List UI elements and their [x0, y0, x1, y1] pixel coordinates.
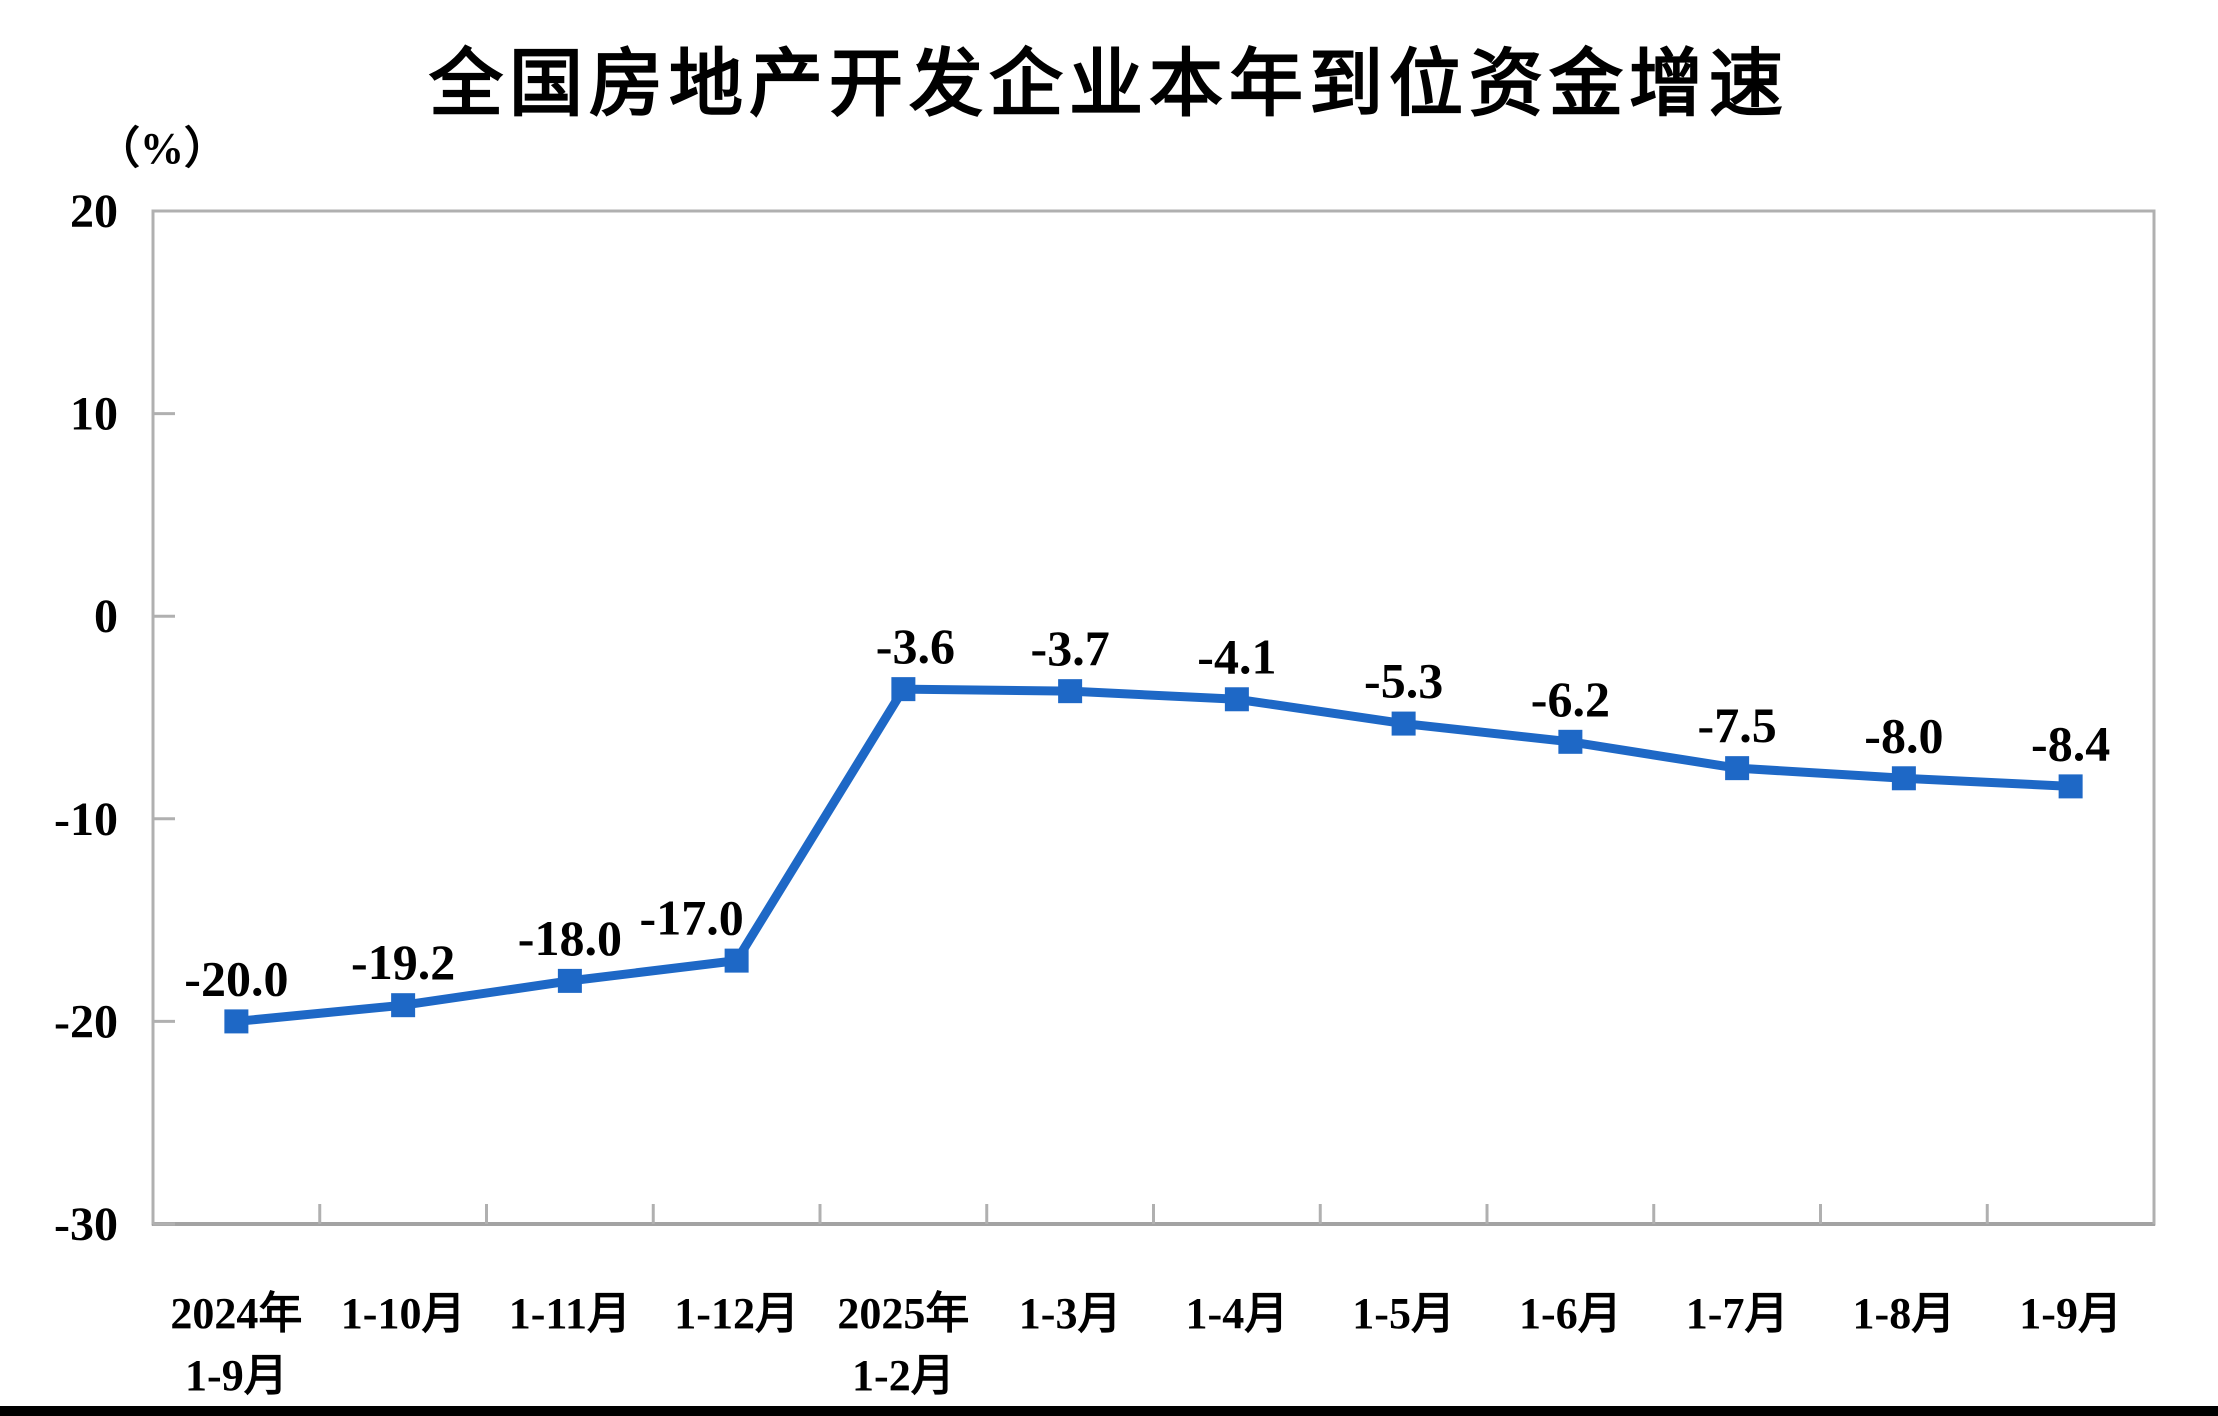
x-tick-label: 1-8月 [1853, 1289, 1956, 1338]
y-tick-label: 10 [70, 388, 118, 441]
data-point-label: -3.6 [876, 618, 955, 674]
x-tick-label: 1-2月 [852, 1351, 955, 1400]
data-point-label: -4.1 [1197, 628, 1276, 684]
y-tick-label: -20 [54, 995, 118, 1048]
y-tick-label: 0 [94, 590, 118, 643]
y-tick-label: 20 [70, 185, 118, 238]
data-point-marker [391, 993, 416, 1018]
data-point-marker [891, 677, 916, 702]
x-tick-label: 1-9月 [2019, 1289, 2122, 1338]
data-point-marker [224, 1009, 249, 1034]
x-tick-label: 1-6月 [1519, 1289, 1622, 1338]
x-tick-label: 2024年 [170, 1289, 302, 1338]
data-point-label: -3.7 [1031, 620, 1110, 676]
chart-title: 全国房地产开发企业本年到位资金增速 [429, 42, 1789, 125]
data-point-label: -17.0 [640, 890, 744, 946]
data-point-marker [1891, 766, 1916, 791]
x-tick-label: 1-7月 [1686, 1289, 1789, 1338]
data-line-series [235, 684, 2071, 1026]
data-point-label: -8.4 [2031, 715, 2110, 771]
data-point-label: -19.2 [351, 934, 455, 990]
x-tick-label: 1-11月 [509, 1289, 631, 1338]
bottom-black-bar [0, 1406, 2218, 1416]
data-point-label: -8.0 [1864, 707, 1943, 763]
x-tick-label: 1-9月 [185, 1351, 288, 1400]
data-point-label: -20.0 [184, 950, 288, 1006]
data-point-marker [1725, 756, 1750, 781]
y-axis-unit-label: （%） [96, 124, 228, 173]
data-point-label: -5.3 [1364, 653, 1443, 709]
data-point-marker [2058, 774, 2083, 799]
data-point-label: -6.2 [1531, 671, 1610, 727]
data-point-marker [1391, 711, 1416, 736]
data-point-label: -18.0 [518, 910, 622, 966]
plot-area-border [151, 209, 2156, 1226]
y-tick-label: -30 [54, 1198, 118, 1251]
x-tick-label: 1-10月 [341, 1289, 466, 1338]
data-point-label: -7.5 [1698, 697, 1777, 753]
x-tick-label: 2025年 [837, 1289, 969, 1338]
x-tick-label: 1-4月 [1186, 1289, 1289, 1338]
data-point-marker [1224, 687, 1249, 712]
x-tick-label: 1-5月 [1352, 1289, 1455, 1338]
data-point-marker [1058, 679, 1083, 704]
y-tick-label: -10 [54, 793, 118, 846]
x-tick-label: 1-3月 [1019, 1289, 1122, 1338]
x-tick-label: 1-12月 [674, 1289, 799, 1338]
data-point-marker [1558, 729, 1583, 754]
data-point-marker [557, 968, 582, 993]
data-point-marker [724, 948, 749, 973]
